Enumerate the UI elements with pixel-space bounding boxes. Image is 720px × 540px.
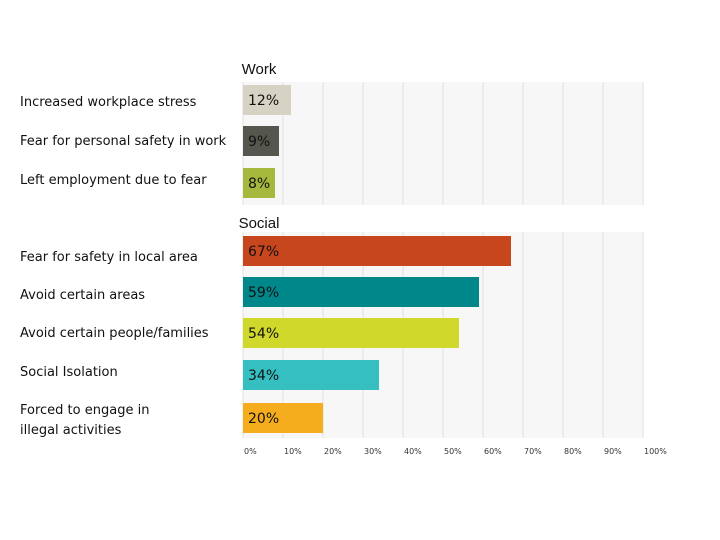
bar [243,403,323,433]
data-label: 12% [248,93,279,109]
data-label: 34% [248,368,279,384]
category-label: Fear for safety in local area [20,250,198,265]
bar [243,277,479,307]
section-title: Work [242,61,277,78]
section-title: Social [239,215,280,232]
category-label: Forced to engage in illegal activities [20,403,149,438]
bar [243,236,511,266]
bar [243,168,275,198]
category-label: Left employment due to fear [20,173,207,188]
x-tick-label: 10% [284,447,302,456]
data-label: 9% [248,134,270,150]
x-tick-label: 30% [364,447,382,456]
category-label: Avoid certain areas [20,288,145,303]
category-label: Fear for personal safety in work [20,134,227,149]
x-tick-label: 20% [324,447,342,456]
data-label: 54% [248,326,279,342]
x-tick-label: 70% [524,447,542,456]
category-label: Avoid certain people/families [20,326,209,341]
x-tick-label: 50% [444,447,462,456]
x-tick-label: 100% [644,447,667,456]
category-label: Increased workplace stress [20,95,197,110]
x-tick-label: 40% [404,447,422,456]
data-label: 20% [248,411,279,427]
category-label: Social Isolation [20,365,118,380]
data-label: 8% [248,176,270,192]
data-label: 59% [248,285,279,301]
x-tick-label: 80% [564,447,582,456]
x-tick-label: 90% [604,447,622,456]
bar [243,85,291,115]
data-label: 67% [248,244,279,260]
bar [243,126,279,156]
x-tick-label: 60% [484,447,502,456]
bar [243,360,379,390]
x-tick-label: 0% [244,447,257,456]
bar [243,318,459,348]
